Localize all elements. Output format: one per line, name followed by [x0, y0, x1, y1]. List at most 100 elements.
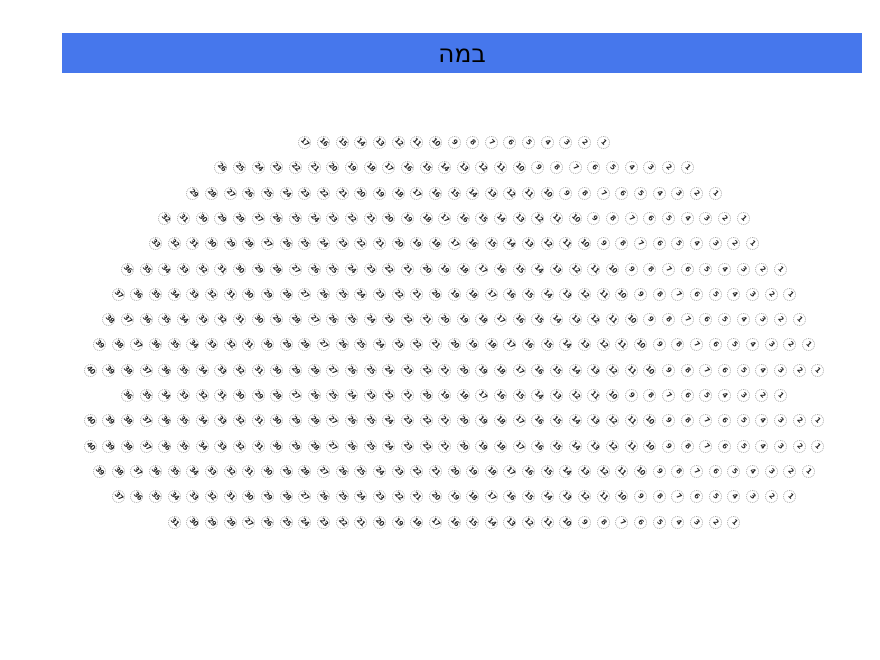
seat[interactable]: 3: [773, 363, 787, 377]
seat[interactable]: 2: [689, 186, 703, 200]
seat[interactable]: 12: [475, 161, 489, 175]
seat[interactable]: 12: [606, 414, 620, 428]
seat[interactable]: 19: [400, 211, 414, 225]
seat[interactable]: 2: [578, 136, 592, 149]
seat[interactable]: 15: [540, 338, 554, 352]
seat[interactable]: 6: [680, 262, 694, 276]
seat[interactable]: 12: [596, 338, 610, 352]
seat[interactable]: 16: [316, 136, 330, 149]
seat[interactable]: 29: [186, 186, 200, 200]
seat[interactable]: 13: [550, 262, 564, 276]
seat[interactable]: 26: [326, 313, 340, 327]
seat[interactable]: 28: [307, 414, 321, 428]
seat[interactable]: 18: [475, 313, 489, 327]
seat[interactable]: 26: [344, 414, 358, 428]
seat[interactable]: 11: [410, 136, 424, 149]
seat[interactable]: 21: [419, 313, 433, 327]
seat[interactable]: 19: [438, 389, 452, 402]
seat[interactable]: 21: [438, 414, 452, 428]
seat[interactable]: 10: [428, 136, 442, 149]
seat[interactable]: 1: [596, 136, 610, 149]
seat[interactable]: 19: [456, 313, 470, 327]
seat[interactable]: 9: [447, 136, 461, 149]
seat[interactable]: 33: [186, 287, 200, 301]
seat[interactable]: 5: [522, 136, 536, 149]
seat[interactable]: 13: [587, 414, 601, 428]
seat[interactable]: 17: [298, 136, 312, 149]
seat[interactable]: 1: [727, 515, 741, 529]
seat[interactable]: 27: [251, 211, 265, 225]
seat[interactable]: 20: [447, 464, 461, 478]
seat[interactable]: 34: [167, 490, 181, 504]
seat[interactable]: 3: [736, 262, 750, 276]
seat[interactable]: 36: [121, 389, 135, 402]
seat[interactable]: 4: [717, 389, 731, 402]
seat[interactable]: 13: [372, 136, 386, 149]
seat[interactable]: 33: [177, 262, 191, 276]
seat[interactable]: 22: [382, 389, 396, 402]
seat[interactable]: 12: [606, 363, 620, 377]
seat[interactable]: 16: [503, 490, 517, 504]
seat[interactable]: 15: [550, 414, 564, 428]
seat[interactable]: 17: [512, 363, 526, 377]
seat[interactable]: 22: [382, 262, 396, 276]
seat[interactable]: 19: [447, 287, 461, 301]
seat[interactable]: 14: [550, 313, 564, 327]
seat[interactable]: 18: [494, 363, 508, 377]
seat[interactable]: 26: [242, 186, 256, 200]
seat[interactable]: 12: [391, 136, 405, 149]
seat[interactable]: 28: [205, 186, 219, 200]
seat[interactable]: 7: [568, 161, 582, 175]
seat[interactable]: 12: [587, 313, 601, 327]
seat[interactable]: 12: [531, 211, 545, 225]
seat[interactable]: 13: [559, 490, 573, 504]
seat[interactable]: 25: [335, 287, 349, 301]
seat[interactable]: 27: [326, 439, 340, 453]
seat[interactable]: 16: [522, 464, 536, 478]
seat[interactable]: 9: [661, 363, 675, 377]
seat[interactable]: 6: [634, 515, 647, 529]
seat[interactable]: 6: [717, 439, 731, 453]
seat[interactable]: 18: [484, 464, 498, 478]
seat[interactable]: 27: [288, 262, 302, 276]
seat[interactable]: 30: [242, 490, 256, 504]
seat[interactable]: 6: [689, 490, 703, 504]
seat[interactable]: 10: [559, 515, 573, 529]
seat[interactable]: 24: [344, 389, 358, 402]
seat[interactable]: 3: [755, 313, 769, 327]
seat[interactable]: 12: [522, 515, 536, 529]
seat[interactable]: 34: [195, 363, 209, 377]
seat[interactable]: 7: [689, 338, 703, 352]
seat[interactable]: 1: [811, 439, 825, 453]
seat[interactable]: 15: [475, 211, 489, 225]
seat[interactable]: 7: [680, 313, 694, 327]
seat[interactable]: 16: [531, 414, 545, 428]
seat[interactable]: 20: [419, 262, 433, 276]
seat[interactable]: 12: [540, 237, 554, 251]
seat[interactable]: 28: [270, 389, 284, 402]
seat[interactable]: 22: [354, 237, 368, 251]
seat[interactable]: 11: [550, 211, 564, 225]
seat[interactable]: 33: [149, 237, 163, 251]
seat[interactable]: 21: [428, 338, 442, 352]
seat[interactable]: 24: [382, 439, 396, 453]
seat[interactable]: 35: [167, 464, 181, 478]
seat[interactable]: 22: [410, 338, 424, 352]
seat[interactable]: 29: [251, 389, 265, 402]
seat[interactable]: 18: [456, 262, 470, 276]
seat[interactable]: 31: [223, 287, 237, 301]
seat[interactable]: 30: [233, 389, 247, 402]
seat[interactable]: 13: [559, 287, 573, 301]
seat[interactable]: 6: [680, 389, 694, 402]
seat[interactable]: 5: [671, 237, 685, 251]
seat[interactable]: 5: [736, 414, 750, 428]
seat[interactable]: 38: [121, 439, 135, 453]
seat[interactable]: 13: [484, 186, 498, 200]
seat[interactable]: 32: [158, 211, 172, 225]
seat[interactable]: 3: [643, 161, 657, 175]
seat[interactable]: 29: [223, 237, 237, 251]
seat[interactable]: 16: [494, 389, 508, 402]
seat[interactable]: 11: [615, 464, 629, 478]
seat[interactable]: 34: [158, 262, 172, 276]
seat[interactable]: 3: [773, 414, 787, 428]
